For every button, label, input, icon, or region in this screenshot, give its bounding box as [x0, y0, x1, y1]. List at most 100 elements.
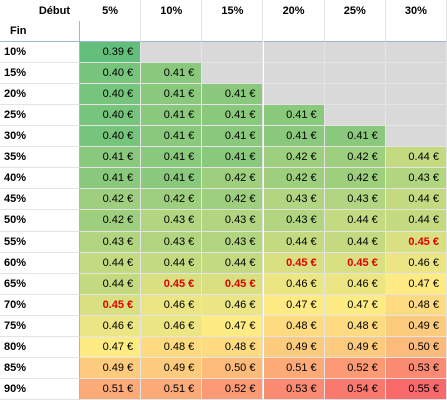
value-cell: 0.43 €: [141, 210, 203, 232]
row-header: 80%: [0, 336, 80, 358]
value-cell: 0.41 €: [324, 126, 386, 148]
row-header: 75%: [0, 315, 80, 337]
value-cell: 0.46 €: [324, 273, 386, 295]
value-cell: 0.41 €: [263, 126, 325, 148]
value-cell: 0.43 €: [141, 231, 203, 253]
value-cell: 0.40 €: [80, 105, 142, 127]
value-cell: 0.44 €: [141, 252, 203, 274]
value-cell: 0.45 €: [202, 273, 264, 295]
row-header: 60%: [0, 252, 80, 274]
value-cell: 0.42 €: [202, 168, 264, 190]
value-cell: 0.41 €: [141, 168, 203, 190]
value-cell: 0.43 €: [324, 189, 386, 211]
value-cell: 0.47 €: [202, 315, 264, 337]
value-cell: 0.42 €: [80, 210, 142, 232]
value-cell: 0.44 €: [80, 273, 142, 295]
value-cell: 0.44 €: [324, 210, 386, 232]
empty-cell: [263, 63, 325, 85]
value-cell: 0.48 €: [263, 315, 325, 337]
value-cell: 0.41 €: [141, 126, 203, 148]
row-header: 65%: [0, 273, 80, 295]
row-header: 50%: [0, 210, 80, 232]
value-cell: 0.42 €: [80, 189, 142, 211]
value-cell: 0.48 €: [202, 336, 264, 358]
value-cell: 0.45 €: [141, 273, 203, 295]
value-cell: 0.41 €: [80, 147, 142, 169]
value-cell: 0.46 €: [141, 294, 203, 316]
column-header: 25%: [324, 0, 386, 42]
value-cell: 0.51 €: [80, 378, 142, 400]
value-cell: 0.40 €: [80, 84, 142, 106]
row-header: 10%: [0, 42, 80, 64]
row-header: 30%: [0, 126, 80, 148]
corner-left-label: Fin: [0, 21, 80, 42]
value-cell: 0.41 €: [141, 147, 203, 169]
value-cell: 0.42 €: [202, 189, 264, 211]
value-cell: 0.47 €: [324, 294, 386, 316]
value-cell: 0.41 €: [141, 63, 203, 85]
value-cell: 0.49 €: [80, 357, 142, 379]
row-header: 20%: [0, 84, 80, 106]
empty-cell: [385, 126, 447, 148]
value-cell: 0.46 €: [385, 252, 447, 274]
value-cell: 0.43 €: [385, 168, 447, 190]
value-cell: 0.43 €: [202, 231, 264, 253]
row-header: 15%: [0, 63, 80, 85]
empty-cell: [324, 105, 386, 127]
empty-cell: [324, 84, 386, 106]
value-cell: 0.44 €: [385, 147, 447, 169]
empty-cell: [202, 63, 264, 85]
value-cell: 0.49 €: [263, 336, 325, 358]
value-cell: 0.52 €: [202, 378, 264, 400]
value-cell: 0.53 €: [263, 378, 325, 400]
value-cell: 0.50 €: [202, 357, 264, 379]
value-cell: 0.41 €: [202, 105, 264, 127]
value-cell: 0.40 €: [80, 63, 142, 85]
row-header: 25%: [0, 105, 80, 127]
value-cell: 0.44 €: [263, 231, 325, 253]
value-cell: 0.45 €: [324, 252, 386, 274]
value-cell: 0.48 €: [324, 315, 386, 337]
row-header: 55%: [0, 231, 80, 253]
empty-cell: [324, 42, 386, 64]
row-header: 45%: [0, 189, 80, 211]
column-header: 30%: [385, 0, 447, 42]
column-header: 15%: [202, 0, 264, 42]
value-cell: 0.42 €: [263, 168, 325, 190]
value-cell: 0.46 €: [141, 315, 203, 337]
empty-cell: [385, 105, 447, 127]
value-cell: 0.41 €: [202, 147, 264, 169]
value-cell: 0.43 €: [263, 210, 325, 232]
empty-cell: [385, 84, 447, 106]
value-cell: 0.51 €: [141, 378, 203, 400]
value-cell: 0.43 €: [80, 231, 142, 253]
value-cell: 0.41 €: [263, 105, 325, 127]
empty-cell: [263, 84, 325, 106]
column-header: 5%: [80, 0, 142, 42]
value-cell: 0.49 €: [141, 357, 203, 379]
value-cell: 0.41 €: [141, 105, 203, 127]
column-header: 10%: [141, 0, 203, 42]
value-cell: 0.47 €: [263, 294, 325, 316]
row-header: 90%: [0, 378, 80, 400]
empty-cell: [324, 63, 386, 85]
value-cell: 0.42 €: [324, 147, 386, 169]
value-cell: 0.42 €: [324, 168, 386, 190]
row-header: 40%: [0, 168, 80, 190]
value-cell: 0.49 €: [385, 315, 447, 337]
value-cell: 0.48 €: [141, 336, 203, 358]
value-cell: 0.42 €: [141, 189, 203, 211]
value-cell: 0.46 €: [202, 294, 264, 316]
empty-cell: [141, 42, 203, 64]
value-cell: 0.43 €: [202, 210, 264, 232]
value-cell: 0.45 €: [263, 252, 325, 274]
value-cell: 0.44 €: [80, 252, 142, 274]
value-cell: 0.50 €: [385, 336, 447, 358]
value-cell: 0.41 €: [202, 126, 264, 148]
value-cell: 0.41 €: [141, 84, 203, 106]
value-cell: 0.43 €: [263, 189, 325, 211]
value-cell: 0.39 €: [80, 42, 142, 64]
row-header: 85%: [0, 357, 80, 379]
value-cell: 0.53 €: [385, 357, 447, 379]
